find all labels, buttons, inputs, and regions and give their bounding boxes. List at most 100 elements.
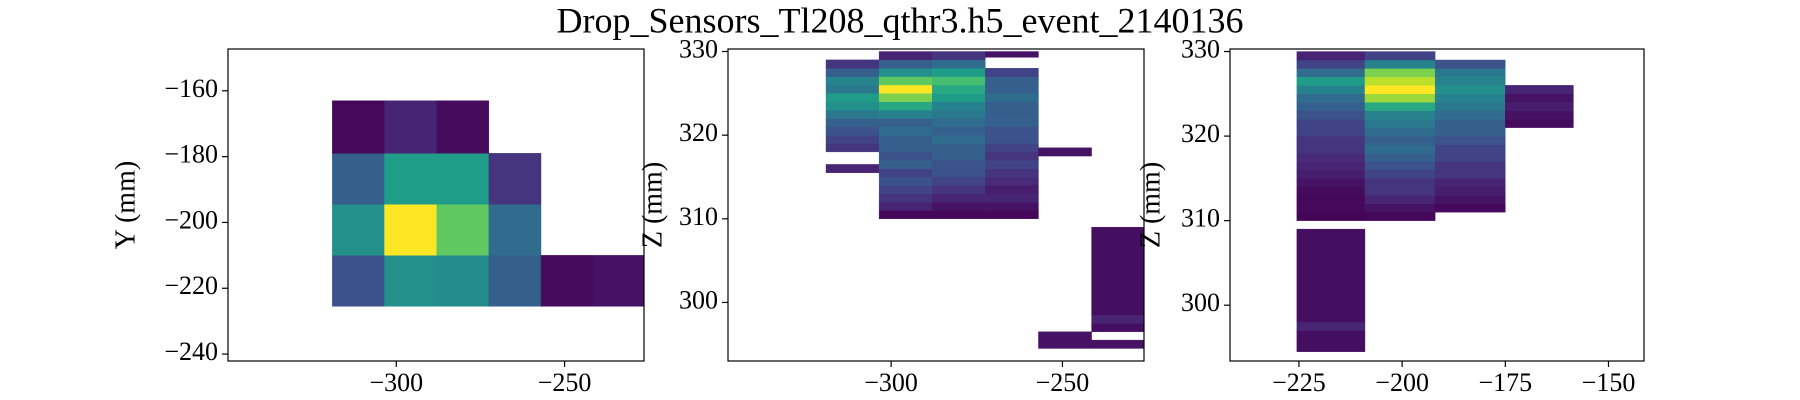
y-axis-label: Z (mm) [637,162,668,248]
y-tick-label: −180 [164,140,218,169]
heatmap-cell [488,255,542,307]
heatmap-cell [1505,85,1574,95]
heatmap-cell [932,109,986,119]
heatmap-cell [985,51,1039,58]
heatmap-cell [878,210,933,220]
heatmap-cell [1434,178,1506,188]
heatmap-cell [878,201,933,211]
heatmap-cell [878,185,933,194]
heatmap-cell [1505,102,1574,111]
heatmap-cell [1434,85,1506,95]
x-tick-label: −175 [1478,368,1532,397]
heatmap-cell [1505,110,1574,120]
x-tick-label: −225 [1272,368,1326,397]
heatmap-cell [985,101,1039,111]
heatmap-cell [878,109,933,119]
heatmap-cell [1296,135,1366,145]
heatmap-cell [878,176,933,186]
heatmap-cell [1296,211,1366,221]
heatmap-cell [1434,102,1506,111]
y-tick-label: −220 [164,271,218,300]
heatmap-cell [1434,127,1506,137]
y-tick-label: −160 [164,74,218,103]
heatmap-cell [436,255,490,307]
heatmap-cell [878,68,933,77]
heatmap-cell [1434,186,1506,196]
heatmap-cell [1296,169,1366,179]
y-axis-label: Y (mm) [110,161,141,249]
heatmap-cell [1434,110,1506,120]
heatmap-cell [1296,118,1366,128]
heatmap-cell [932,176,986,186]
heatmap-cell [878,59,933,69]
heatmap-cell [332,100,385,154]
heatmap-cell [932,126,986,136]
heatmap-cell [384,255,437,307]
heatmap-cell [1296,186,1366,196]
heatmap-cell [985,143,1039,153]
heatmap-cell [1091,314,1144,324]
heatmap-cell [985,193,1039,203]
heatmap-cell [825,101,880,111]
heatmap-cell [1364,76,1436,86]
heatmap-cell [384,100,437,154]
heatmap-cell [384,153,437,205]
cells [825,51,1144,349]
heatmap-cell [1296,93,1366,103]
y-tick-label: 310 [679,202,718,231]
y-tick-label: −200 [164,205,218,234]
heatmap-cell [1434,135,1506,145]
heatmap-cell [1364,110,1436,120]
heatmap-cell [825,59,880,69]
heatmap-cell [1296,59,1366,69]
heatmap-cell [932,210,986,220]
heatmap-cell [436,100,490,154]
panel: −300 −250 300 310 320 330 Z (mm) [637,34,1145,397]
heatmap-cell [985,109,1039,119]
heatmap-cell [825,164,880,173]
heatmap-cell [985,176,1039,186]
heatmap-cell [1434,152,1506,162]
heatmap-cell [332,204,385,256]
y-tick-label: 320 [679,118,718,147]
y-tick-label: 300 [679,285,718,314]
heatmap-cell [825,143,880,153]
heatmap-cell [332,255,385,307]
heatmap-cell [1364,118,1436,128]
y-tick-label: 320 [1181,119,1220,148]
heatmap-cell [1434,161,1506,171]
axes-frame [227,48,645,362]
heatmap-cell [878,151,933,161]
y-tick-label: 330 [1181,35,1220,64]
y-axis-label: Z (mm) [1135,162,1166,248]
heatmap-cell [825,109,880,119]
heatmap-cell [1296,144,1366,154]
heatmap-cell [488,204,542,256]
heatmap-cell [1505,118,1574,128]
heatmap-cell [1296,110,1366,120]
heatmap-cell [985,126,1039,136]
heatmap-cell [1364,195,1436,204]
x-tick-label: −300 [864,368,918,397]
heatmap-cell [436,153,490,205]
heatmap-cell [825,134,880,144]
y-tick-label: −240 [164,337,218,366]
heatmap-cell [878,193,933,203]
heatmap-cell [1364,169,1436,179]
heatmap-cell [825,68,880,77]
heatmap-cell [825,126,880,136]
heatmap-cell [1364,203,1436,213]
heatmap-cell [932,185,986,194]
heatmap-cell [825,118,880,127]
heatmap-cell [1505,93,1574,103]
heatmap-cell [932,76,986,86]
heatmap-cell [878,126,933,136]
heatmap-cell [985,76,1039,86]
heatmap-cell [1434,169,1506,179]
heatmap-cell [1038,331,1092,349]
x-tick-label: −200 [1375,368,1429,397]
heatmap-cell [932,134,986,144]
axes-frame [727,48,1145,362]
